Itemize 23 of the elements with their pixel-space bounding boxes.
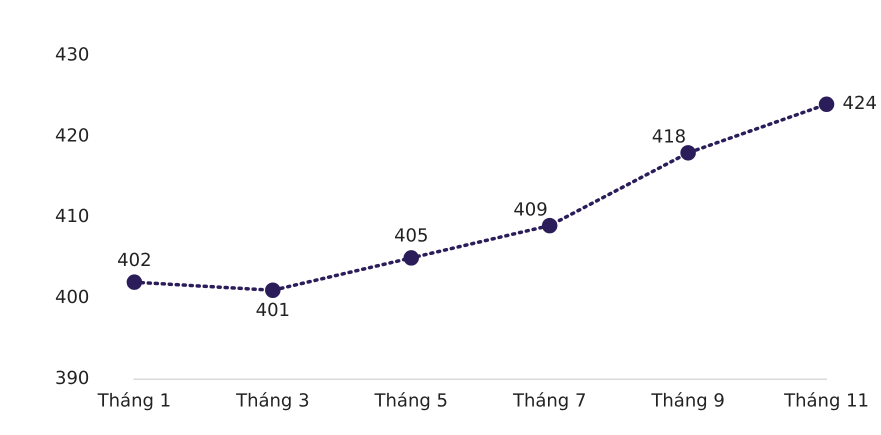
point: [680, 145, 696, 161]
data-label: 418: [652, 126, 686, 148]
y-tick-label: 400: [54, 287, 90, 308]
x-tick-label: Tháng 5: [374, 390, 448, 412]
point: [265, 282, 281, 298]
y-tick-label: 410: [54, 206, 90, 228]
point: [818, 96, 834, 112]
x-tick-label: Tháng 7: [512, 390, 586, 412]
data-label: 424: [842, 92, 877, 114]
y-tick-label: 420: [54, 125, 90, 146]
point: [403, 250, 419, 266]
point: [126, 274, 142, 290]
data-label: 409: [513, 199, 548, 220]
data-label: 405: [394, 226, 428, 247]
y-tick-label: 430: [54, 44, 90, 66]
x-tick-label: Tháng 9: [650, 390, 725, 412]
data-label: 401: [256, 300, 290, 321]
x-tick-label: Tháng 1: [96, 390, 172, 412]
x-tick-label: Tháng 11: [783, 390, 870, 412]
point: [542, 218, 558, 234]
y-tick-label: 390: [54, 368, 90, 389]
data-label: 402: [117, 250, 152, 271]
x-tick-label: Tháng 3: [235, 390, 310, 412]
